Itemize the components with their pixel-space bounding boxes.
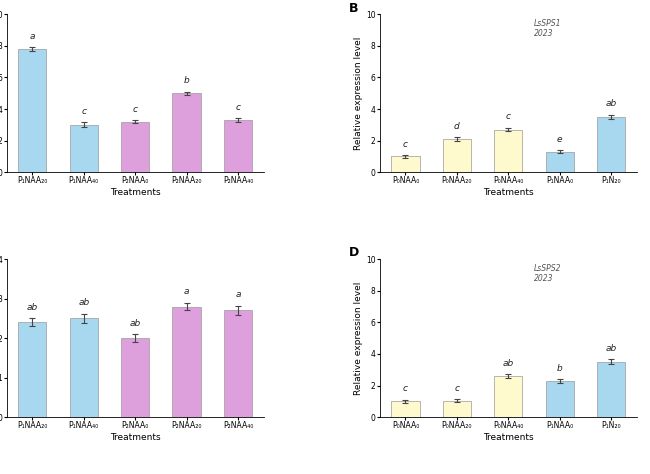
Text: B: B [349,1,358,15]
X-axis label: Treatments: Treatments [110,188,161,197]
Text: ab: ab [502,359,514,368]
Text: c: c [403,384,408,393]
Text: d: d [454,122,460,131]
Text: c: c [235,103,240,112]
Text: c: c [506,112,511,121]
Bar [121,338,150,417]
Bar [443,401,471,417]
Text: b: b [557,364,563,373]
Bar [70,125,98,172]
Bar [224,120,252,172]
Bar [172,93,201,172]
X-axis label: Treatments: Treatments [110,433,161,442]
Bar [494,376,523,417]
Bar [18,49,47,172]
Text: ab: ab [27,303,38,312]
Text: D: D [349,246,359,259]
Bar [224,310,252,417]
Text: c: c [454,383,460,392]
Bar [391,401,420,417]
Bar [597,117,625,172]
Text: e: e [557,135,562,144]
Bar [443,139,471,172]
Text: LsSPS1
2023: LsSPS1 2023 [534,19,562,38]
Text: c: c [81,107,86,116]
Text: c: c [133,105,138,114]
Text: ab: ab [129,319,141,328]
Bar [121,122,150,172]
Y-axis label: Relative expression level: Relative expression level [354,36,363,150]
Bar [545,381,574,417]
Bar [172,307,201,417]
Text: LsSPS2
2023: LsSPS2 2023 [534,264,562,283]
X-axis label: Treatments: Treatments [483,433,534,442]
Text: ab: ab [78,298,90,307]
Text: a: a [235,291,240,300]
Y-axis label: Relative expression level: Relative expression level [354,282,363,395]
Text: b: b [184,76,189,85]
Text: ab: ab [606,99,617,108]
X-axis label: Treatments: Treatments [483,188,534,197]
Bar [70,319,98,417]
Bar [494,129,523,172]
Text: ab: ab [606,344,617,353]
Bar [391,156,420,172]
Text: c: c [403,139,408,148]
Bar [545,152,574,172]
Bar [18,322,47,417]
Text: a: a [30,32,35,41]
Bar [597,362,625,417]
Text: a: a [184,287,189,296]
